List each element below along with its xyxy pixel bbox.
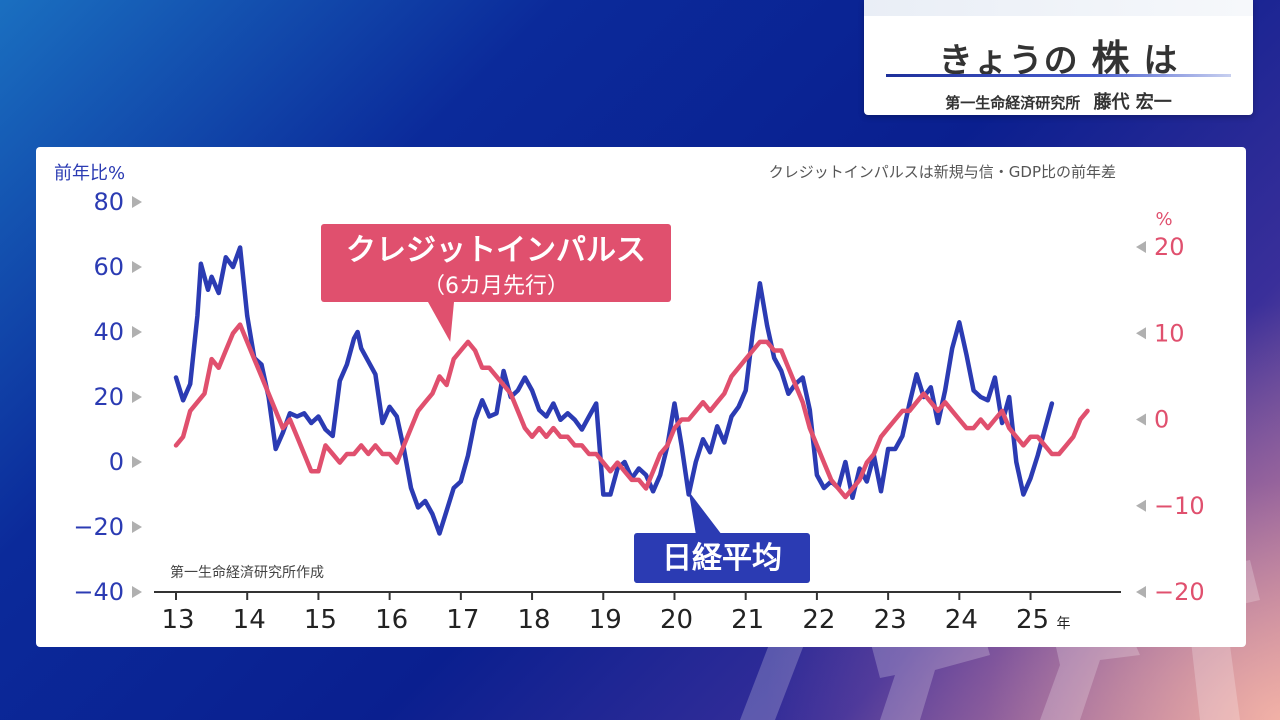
right-tick-label: 0 [1154, 406, 1169, 434]
left-tick-marker [132, 456, 142, 468]
left-tick-label: −40 [73, 578, 124, 606]
left-tick-label: 0 [109, 448, 124, 476]
right-tick-marker [1136, 586, 1146, 598]
credit-impulse-series-line [173, 322, 1090, 500]
left-tick-label: 40 [93, 318, 124, 346]
chart-svg: 前年比% クレジットインパルスは新規与信・GDP比の前年差 % 第一生命経済研究… [54, 163, 1205, 635]
credit-impulse-label-pointer [428, 302, 454, 342]
right-tick-marker [1136, 499, 1146, 512]
chart-source: 第一生命経済研究所作成 [170, 564, 324, 581]
chart-panel: 前年比% クレジットインパルスは新規与信・GDP比の前年差 % 第一生命経済研究… [36, 147, 1246, 647]
x-tick-label: 14 [233, 605, 266, 635]
right-tick-marker [1136, 413, 1146, 426]
x-tick-label: 18 [518, 605, 551, 635]
title-divider [886, 74, 1231, 77]
left-tick-label: 20 [93, 383, 124, 411]
left-tick-label: 80 [93, 188, 124, 216]
x-tick-label: 16 [375, 605, 408, 635]
left-tick-label: −20 [73, 513, 124, 541]
nikkei-label-pointer [688, 491, 722, 535]
left-tick-marker [132, 261, 142, 273]
nikkei-label-box [634, 533, 810, 583]
nikkei-label: 日経平均 [662, 541, 782, 576]
left-tick-marker [132, 196, 142, 208]
x-tick-label: 20 [660, 605, 693, 635]
right-tick-label: −10 [1154, 492, 1205, 520]
left-tick-label: 60 [93, 253, 124, 281]
x-tick-label: 24 [945, 605, 978, 635]
x-tick-label: 25 [1016, 605, 1049, 635]
credit-impulse-label: クレジットインパルス [346, 233, 646, 268]
x-tick-label: 13 [161, 605, 194, 635]
right-tick-label: −20 [1154, 578, 1205, 606]
left-tick-marker [132, 521, 142, 533]
left-tick-marker [132, 326, 142, 338]
credit-impulse-sublabel: （6カ月先行） [423, 274, 569, 299]
presenter-credit: 第一生命経済研究所 藤代 宏一 [864, 88, 1253, 114]
chart-note: クレジットインパルスは新規与信・GDP比の前年差 [769, 163, 1116, 181]
left-axis-unit: 前年比% [54, 163, 125, 184]
right-tick-marker [1136, 327, 1146, 340]
x-tick-label: 21 [731, 605, 764, 635]
x-tick-label: 23 [874, 605, 907, 635]
right-axis-unit: % [1155, 209, 1172, 230]
title-card-topbar [864, 0, 1253, 16]
x-tick-label: 15 [304, 605, 337, 635]
nikkei-series-line [173, 245, 1055, 536]
x-axis-unit: 年 [1057, 616, 1071, 632]
title-emphasis: 株 [1091, 37, 1131, 81]
left-tick-marker [132, 391, 142, 403]
right-tick-label: 20 [1154, 233, 1185, 261]
right-tick-marker [1136, 241, 1146, 253]
x-tick-label: 22 [802, 605, 835, 635]
x-tick-label: 17 [446, 605, 479, 635]
title-card: きょうの 株 は 第一生命経済研究所 藤代 宏一 [864, 0, 1253, 115]
presenter-organization: 第一生命経済研究所 [945, 94, 1081, 112]
presenter-name: 藤代 宏一 [1093, 92, 1172, 113]
left-tick-marker [132, 586, 142, 598]
credit-impulse-label-box [321, 224, 671, 302]
right-tick-label: 10 [1154, 319, 1185, 347]
x-tick-label: 19 [589, 605, 622, 635]
